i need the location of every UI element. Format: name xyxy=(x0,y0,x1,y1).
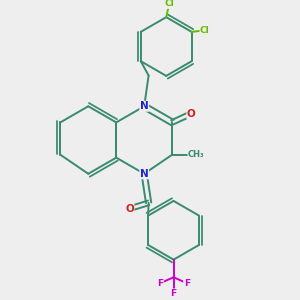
Text: N: N xyxy=(140,101,148,111)
Text: F: F xyxy=(184,279,190,288)
Text: CH₃: CH₃ xyxy=(188,150,205,159)
Text: Cl: Cl xyxy=(200,26,210,35)
Text: O: O xyxy=(187,109,196,118)
Text: F: F xyxy=(157,279,164,288)
Text: F: F xyxy=(170,289,177,298)
Text: N: N xyxy=(140,169,148,179)
Text: Cl: Cl xyxy=(164,0,174,8)
Text: O: O xyxy=(125,204,134,214)
